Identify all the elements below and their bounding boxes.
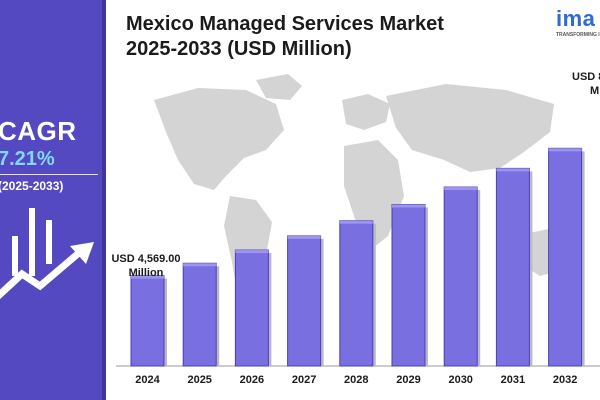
x-tick-label-2031: 2031	[501, 374, 525, 386]
start-value-annotation: USD 4,569.00 Million	[102, 252, 190, 280]
chart-title: Mexico Managed Services Market 2025-2033…	[126, 12, 444, 62]
title-line-1: Mexico Managed Services Market	[126, 13, 444, 35]
start-annotation-line-1: USD 4,569.00	[111, 253, 181, 265]
bar-2028	[339, 220, 376, 367]
bar-2025	[182, 262, 220, 367]
start-annotation-line-2: Million	[128, 267, 164, 279]
end-value-annotation: USD 8 M	[572, 70, 600, 98]
bar-2024	[130, 275, 167, 367]
x-tick-label-2027: 2027	[292, 374, 316, 386]
bar-rect	[548, 147, 583, 367]
x-tick-label-2024: 2024	[135, 374, 160, 386]
bar-rect	[339, 220, 374, 367]
logo-tagline: TRANSFORMING I	[556, 32, 600, 38]
title-line-2: 2025-2033 (USD Million)	[126, 38, 352, 60]
bar-2030	[443, 186, 481, 367]
bar-rect	[495, 167, 530, 367]
bar-2027	[287, 235, 324, 367]
x-tick-label-2026: 2026	[240, 374, 264, 386]
bar-highlight	[496, 168, 530, 172]
x-tick-label-2032: 2032	[553, 374, 577, 386]
x-tick-label-2025: 2025	[187, 374, 211, 386]
bar-highlight	[287, 235, 321, 239]
bar-trend-arrow-icon	[0, 208, 94, 300]
bar-2032	[548, 147, 585, 367]
x-tick-label-2028: 2028	[344, 374, 368, 386]
bar-highlight	[235, 250, 269, 254]
bar-highlight	[392, 204, 425, 208]
bar-rect	[391, 203, 426, 367]
x-tick-label-2029: 2029	[396, 374, 420, 386]
bar-highlight	[131, 275, 164, 279]
x-tick-label-2030: 2030	[448, 374, 472, 386]
cagr-value: 7.21%	[0, 148, 55, 170]
cagr-period: (2025-2033)	[0, 179, 64, 193]
end-annotation-line-1: USD 8	[572, 71, 600, 83]
bar-rect	[234, 249, 269, 367]
bar-rect	[182, 262, 217, 367]
logo-text: ima	[556, 6, 596, 31]
cagr-label: CAGR	[0, 116, 77, 146]
bar-highlight	[548, 148, 582, 152]
bar-2031	[495, 167, 533, 367]
left-panel: CAGR 7.21% (2025-2033)	[0, 0, 104, 400]
bar-2026	[234, 249, 272, 367]
company-logo: ima TRANSFORMING I	[556, 6, 600, 38]
bar-rect	[443, 186, 478, 367]
cagr-divider	[0, 174, 98, 175]
panel-edge	[102, 0, 106, 400]
bar-highlight	[339, 220, 373, 224]
bar-rect	[130, 275, 165, 367]
bar-rect	[287, 235, 322, 367]
bar-highlight	[183, 263, 217, 267]
bar-chart: 2024202520262027202820292030203120322033	[116, 147, 600, 386]
end-annotation-line-2: M	[590, 85, 600, 97]
bar-highlight	[444, 187, 478, 191]
bar-2029	[391, 203, 428, 367]
